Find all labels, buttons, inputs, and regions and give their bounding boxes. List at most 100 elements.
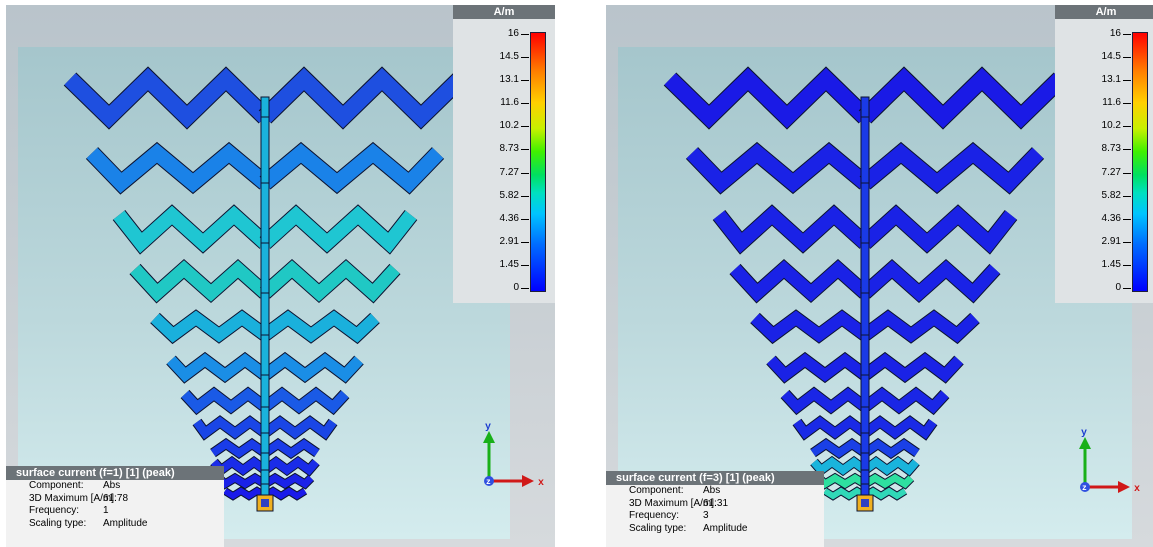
info-panel: surface current (f=3) [1] (peak) Compone… [606,471,824,547]
info-row-scaling: Scaling type: Amplitude [606,523,824,536]
feed-port-center [861,499,869,507]
y-axis-label: y [485,422,491,433]
info-row-component: Component: Abs [6,480,224,493]
legend-tick-mark [1123,126,1131,128]
z-axis-dot [1080,482,1090,492]
dipole-arm [262,439,320,458]
dipole-arm [793,416,868,440]
legend-tick-label: 7.27 [499,166,519,178]
info-value: Amplitude [103,517,148,529]
info-row-maximum: 3D Maximum [A/m]: 61.31 [606,498,824,511]
info-value: 61.31 [703,497,729,509]
dipole-arm [193,416,268,440]
legend-tick-mark [1123,34,1131,35]
legend-tick-mark [521,195,529,197]
legend-tick-label: 16 [507,28,519,39]
colorbar [530,32,546,292]
dipole-arm [860,143,1044,194]
view-frequency-3[interactable]: A/m 16 14.5 13.1 11.6 10.2 8.73 7.27 5.82 4.36 2.… [606,5,1153,547]
dipole-arm [113,205,270,254]
dipole-arm [130,260,270,303]
legend-tick-label: 10.2 [1101,120,1121,132]
dipole-arm [166,353,269,383]
dipole-arm [862,439,920,458]
legend-tick-mark [521,241,529,243]
info-key: Scaling type: [629,522,687,534]
axis-triad[interactable]: y x z [480,415,550,495]
dipole-arm [766,353,869,383]
colorbar [1132,32,1148,292]
dipole-arm [810,439,868,458]
legend-tick-label: 4.36 [499,212,519,224]
legend-tick-mark [1123,195,1131,197]
legend-tick-label: 0 [1115,282,1121,293]
info-row-component: Component: Abs [606,485,824,498]
legend-tick-mark [521,80,529,82]
legend-tick-label: 13.1 [1101,74,1121,86]
legend-tick-mark [1123,57,1131,59]
legend-tick-label: 14.5 [499,51,519,63]
dipole-arm [260,143,444,194]
dipole-arm [261,310,380,343]
axis-triad[interactable]: y x z [1076,421,1146,501]
y-axis-arrow [483,431,495,443]
info-key: 3D Maximum [A/m]: [629,497,717,509]
dipole-arm [64,67,271,129]
dipole-arm [859,67,1066,129]
legend-tick-label: 4.36 [1101,212,1121,224]
legend-tick-mark [1123,80,1131,82]
legend-tick-label: 5.82 [1101,189,1121,201]
view-frequency-1[interactable]: A/m 16 14.5 13.1 11.6 10.2 8.73 7.27 5.82 4.36 2.… [6,5,555,547]
x-axis-label: x [538,478,544,489]
legend-tick-label: 14.5 [1101,51,1121,63]
x-axis-arrow [522,475,534,487]
legend-tick-mark [521,264,529,266]
info-key: Component: [629,485,684,496]
dipole-arm [86,143,270,194]
legend-tick-mark [1123,172,1131,174]
legend-tick-mark [1123,264,1131,266]
info-key: Component: [29,480,84,491]
feed-line [860,96,870,506]
dipole-arm [750,310,869,343]
dipole-arm [261,353,364,383]
dipole-arm [150,310,269,343]
info-value: Abs [103,480,121,491]
info-row-maximum: 3D Maximum [A/m]: 61.78 [6,493,224,506]
dipole-arm [861,310,980,343]
dipole-arm [861,353,964,383]
dipole-arm [260,260,400,303]
dipole-arm [781,387,869,414]
dipole-arm [861,387,949,414]
info-key: 3D Maximum [A/m]: [29,492,117,504]
legend-tick-label: 16 [1109,28,1121,39]
legend-tick-label: 8.73 [1101,143,1121,155]
y-axis-label: y [1081,428,1087,439]
dipole-arm [664,67,871,129]
legend-tick-label: 7.27 [1101,166,1121,178]
info-value: 3 [703,510,709,521]
dipole-arm [262,416,337,440]
legend-tick-label: 1.45 [499,258,519,270]
info-key: Frequency: [29,505,80,516]
info-value: 61.78 [103,492,129,504]
legend-tick-label: 11.6 [500,97,519,109]
info-title: surface current (f=3) [1] (peak) [606,471,824,485]
info-value: Amplitude [703,522,748,534]
legend-tick-mark [1123,218,1131,220]
dipole-arm [823,487,867,500]
antenna-model [663,66,1083,512]
color-legend: A/m 16 14.5 13.1 11.6 10.2 8.73 7.27 5.82 4.36 2.… [1055,5,1153,303]
legend-tick-mark [1123,288,1131,289]
y-axis-arrow [1079,437,1091,449]
z-axis-dot [484,476,494,486]
x-axis-label: x [1134,484,1140,495]
legend-tick-label: 10.2 [499,120,519,132]
legend-tick-label: 1.45 [1101,258,1121,270]
info-value: 1 [103,505,109,516]
dipole-arm [263,473,314,489]
legend-tick-mark [1123,103,1131,105]
legend-tick-label: 11.6 [1102,97,1121,109]
info-row-frequency: Frequency: 3 [606,510,824,523]
dipole-arm [862,457,920,476]
